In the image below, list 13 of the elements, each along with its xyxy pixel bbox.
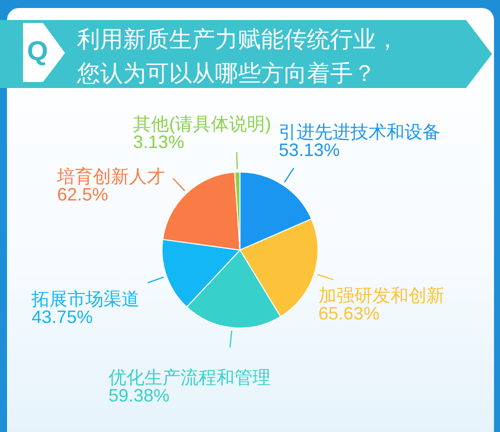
slice-label: 拓展市场渠道	[30, 288, 140, 309]
data-label: 43.75%	[32, 306, 93, 327]
data-label: 53.13%	[278, 140, 340, 160]
slice-label: 优化生产流程和管理	[108, 367, 270, 388]
slice-label: 其他(请具体说明)	[133, 114, 272, 134]
data-label: 65.63%	[318, 304, 380, 324]
slice-label: 引进先进技术和设备	[278, 122, 441, 142]
data-label: 62.5%	[57, 184, 108, 204]
slice-label: 加强研发和创新	[318, 286, 444, 306]
chart-title: 利用新质生产力赋能传统行业，您认为可以从哪些方向着手？	[77, 25, 400, 88]
text: Q	[27, 36, 48, 66]
slice-label: 培育创新人才	[56, 166, 166, 186]
data-label: 59.38%	[108, 385, 170, 406]
